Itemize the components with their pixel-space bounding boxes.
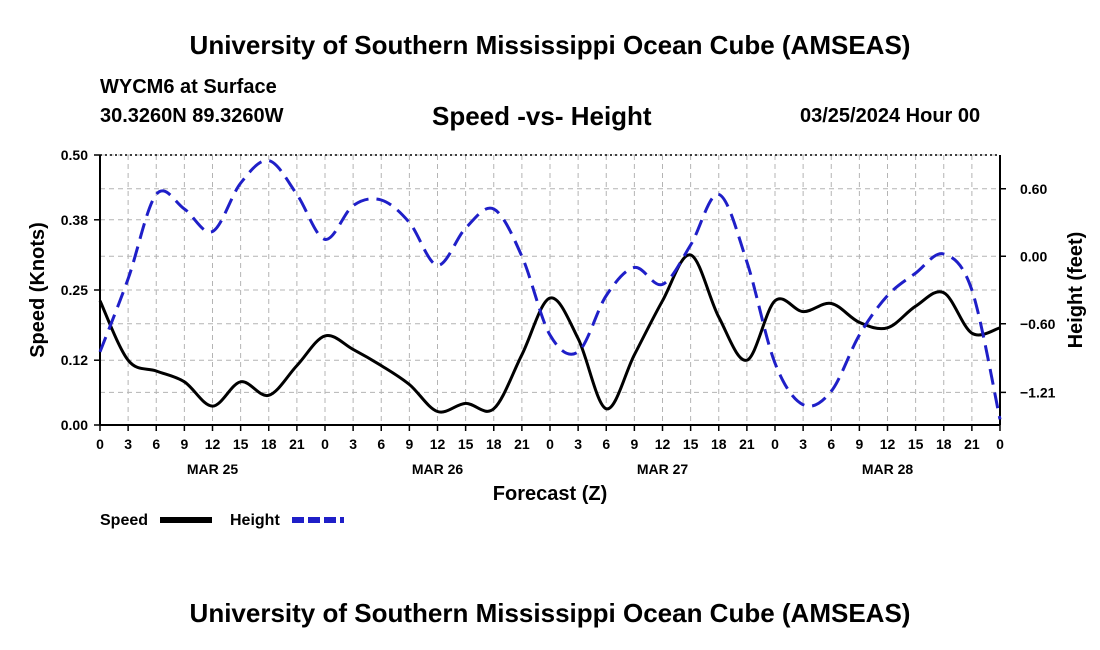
x-tick-label: 12	[430, 436, 446, 452]
series-line-speed	[98, 253, 1001, 414]
x-tick-label: 21	[964, 436, 980, 452]
legend-label: Height	[230, 512, 280, 529]
chart-main-title: University of Southern Mississippi Ocean…	[189, 30, 911, 60]
chart-subtitle: Speed -vs- Height	[432, 101, 652, 131]
x-tick-label: 15	[908, 436, 924, 452]
y2-tick-label: 0.60	[1020, 181, 1047, 197]
x-tick-label: 0	[546, 436, 554, 452]
y-tick-label: 0.50	[61, 147, 88, 163]
y2-tick-label: −0.60	[1020, 316, 1056, 332]
x-tick-label: 9	[405, 436, 413, 452]
series-line-height	[98, 159, 1002, 420]
coordinates-label: 30.3260N 89.3260W	[100, 105, 284, 127]
x-tick-label: 0	[321, 436, 329, 452]
x-tick-label: 6	[602, 436, 610, 452]
x-tick-label: 3	[124, 436, 132, 452]
x-tick-label: 9	[855, 436, 863, 452]
x-tick-label: 18	[711, 436, 727, 452]
y2-tick-label: −1.21	[1020, 384, 1056, 400]
x-tick-label: 0	[771, 436, 779, 452]
x-tick-label: 6	[152, 436, 160, 452]
date-label: MAR 28	[862, 461, 914, 477]
x-tick-label: 3	[574, 436, 582, 452]
x-tick-label: 6	[377, 436, 385, 452]
x-tick-label: 12	[880, 436, 896, 452]
y2-tick-label: 0.00	[1020, 248, 1047, 264]
x-tick-label: 15	[458, 436, 474, 452]
x-tick-label: 15	[233, 436, 249, 452]
x-tick-label: 3	[799, 436, 807, 452]
x-tick-label: 18	[486, 436, 502, 452]
y-tick-label: 0.00	[61, 417, 88, 433]
date-label: MAR 26	[412, 461, 464, 477]
y-tick-label: 0.25	[61, 282, 88, 298]
x-tick-label: 18	[936, 436, 952, 452]
station-label: WYCM6 at Surface	[100, 76, 277, 98]
y2-axis-title: Height (feet)	[1065, 232, 1087, 349]
y-tick-label: 0.38	[61, 212, 88, 228]
forecast-datetime: 03/25/2024 Hour 00	[800, 105, 981, 127]
x-tick-label: 0	[96, 436, 104, 452]
x-tick-label: 21	[514, 436, 530, 452]
x-tick-label: 18	[261, 436, 277, 452]
x-tick-label: 15	[683, 436, 699, 452]
x-axis-title: Forecast (Z)	[493, 483, 607, 505]
x-tick-label: 3	[349, 436, 357, 452]
footer-title: University of Southern Mississippi Ocean…	[189, 598, 911, 628]
x-tick-label: 9	[180, 436, 188, 452]
date-label: MAR 25	[187, 461, 239, 477]
x-tick-label: 21	[739, 436, 755, 452]
y-axis-title: Speed (Knots)	[27, 222, 49, 358]
date-label: MAR 27	[637, 461, 689, 477]
x-tick-label: 9	[630, 436, 638, 452]
y-tick-label: 0.12	[61, 352, 88, 368]
x-tick-label: 12	[655, 436, 671, 452]
x-tick-label: 12	[205, 436, 221, 452]
x-tick-label: 0	[996, 436, 1004, 452]
legend-label: Speed	[100, 512, 148, 529]
x-tick-label: 6	[827, 436, 835, 452]
x-tick-label: 21	[289, 436, 305, 452]
